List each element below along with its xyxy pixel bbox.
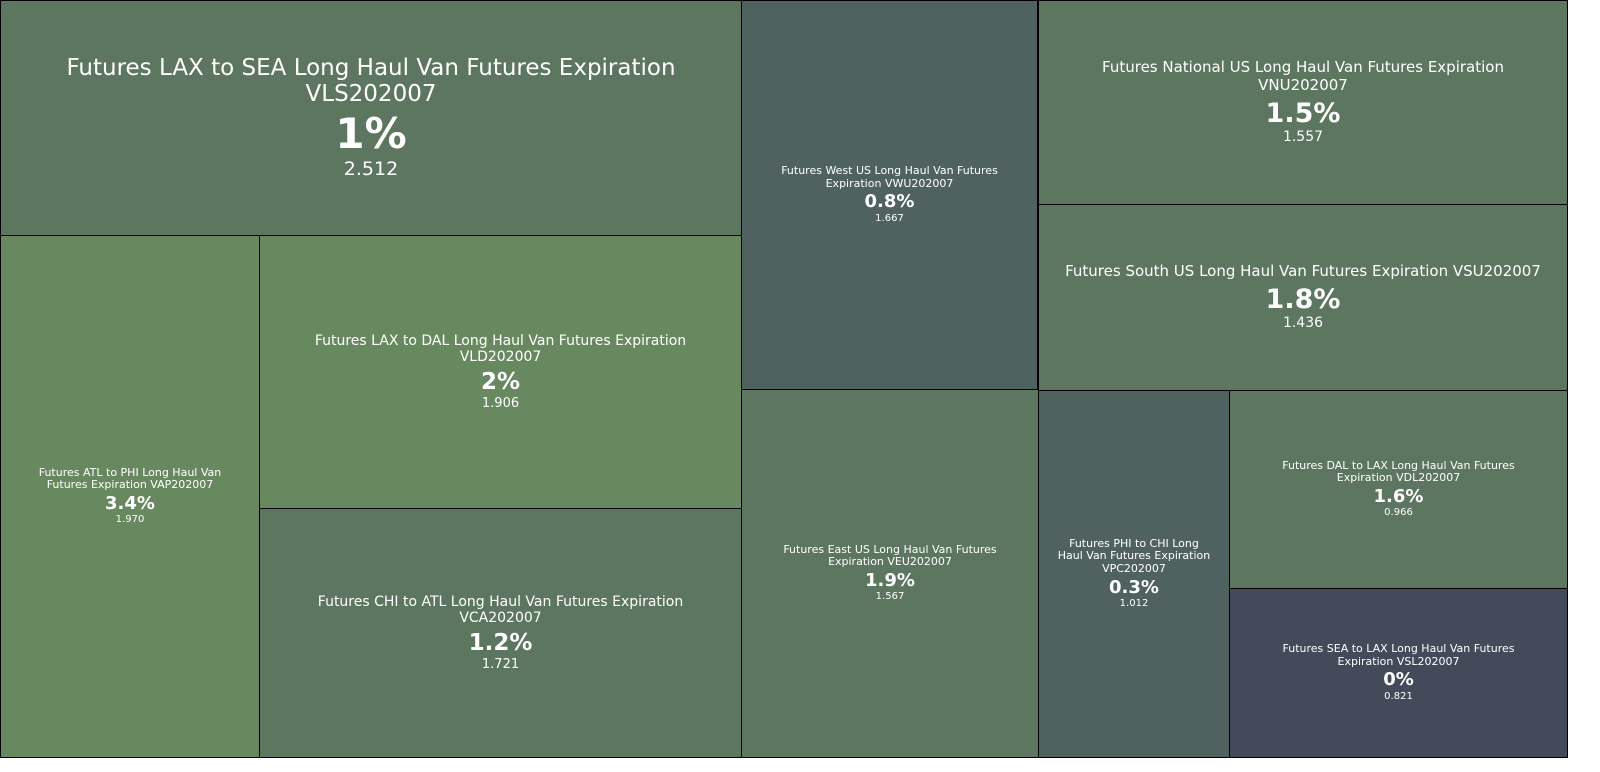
tile-percent-change: 0% [1383, 669, 1414, 691]
tile-value: 0.966 [1384, 507, 1413, 519]
treemap-tile-veu202007[interactable]: Futures East US Long Haul Van Futures Ex… [741, 389, 1039, 758]
tile-percent-change: 1.2% [468, 630, 533, 657]
tile-value: 2.512 [343, 158, 399, 181]
tile-percent-change: 1.6% [1373, 485, 1424, 507]
treemap-tile-vld202007[interactable]: Futures LAX to DAL Long Haul Van Futures… [259, 235, 742, 509]
tile-percent-change: 1.9% [865, 569, 915, 591]
tile-label: Futures ATL to PHI Long Haul Van Futures… [38, 465, 222, 492]
treemap-tile-vdl202007[interactable]: Futures DAL to LAX Long Haul Van Futures… [1229, 390, 1568, 589]
tile-value: 1.970 [115, 514, 145, 526]
tile-value: 1.906 [481, 395, 520, 411]
tile-percent-change: 1% [335, 108, 407, 158]
tile-label: Futures DAL to LAX Long Haul Van Futures… [1282, 458, 1515, 485]
treemap-chart: Futures LAX to SEA Long Haul Van Futures… [0, 0, 1568, 758]
tile-percent-change: 1.8% [1265, 284, 1341, 316]
tile-label: Futures PHI to CHI Long Haul Van Futures… [1057, 536, 1211, 575]
tile-percent-change: 1.5% [1265, 97, 1341, 129]
tile-label: Futures West US Long Haul Van Futures Ex… [781, 164, 998, 190]
tile-value: 1.721 [481, 656, 520, 672]
tile-value: 1.667 [875, 212, 904, 224]
tile-value: 1.567 [875, 591, 905, 603]
tile-percent-change: 2% [480, 369, 521, 396]
tile-value: 1.436 [1282, 315, 1324, 332]
treemap-tile-vpc202007[interactable]: Futures PHI to CHI Long Haul Van Futures… [1038, 390, 1230, 758]
tile-label: Futures South US Long Haul Van Futures E… [1065, 261, 1541, 280]
tile-label: Futures LAX to DAL Long Haul Van Futures… [314, 332, 687, 365]
tile-percent-change: 0.8% [864, 191, 915, 213]
tile-percent-change: 0.3% [1109, 576, 1159, 598]
tile-value: 0.821 [1384, 690, 1413, 702]
tile-percent-change: 3.4% [105, 492, 155, 514]
treemap-tile-vwu202007[interactable]: Futures West US Long Haul Van Futures Ex… [741, 0, 1038, 390]
treemap-tile-vsu202007[interactable]: Futures South US Long Haul Van Futures E… [1038, 204, 1568, 391]
tile-label: Futures LAX to SEA Long Haul Van Futures… [66, 55, 676, 108]
treemap-tile-vca202007[interactable]: Futures CHI to ATL Long Haul Van Futures… [259, 508, 742, 758]
tile-value: 1.012 [1119, 598, 1149, 610]
tile-label: Futures CHI to ATL Long Haul Van Futures… [317, 593, 684, 626]
tile-label: Futures East US Long Haul Van Futures Ex… [783, 542, 997, 569]
treemap-tile-vls202007[interactable]: Futures LAX to SEA Long Haul Van Futures… [0, 0, 742, 236]
treemap-tile-vnu202007[interactable]: Futures National US Long Haul Van Future… [1038, 0, 1568, 205]
tile-label: Futures SEA to LAX Long Haul Van Futures… [1282, 642, 1515, 668]
tile-value: 1.557 [1282, 128, 1324, 145]
tile-label: Futures National US Long Haul Van Future… [1102, 58, 1504, 94]
treemap-tile-vap202007[interactable]: Futures ATL to PHI Long Haul Van Futures… [0, 235, 260, 758]
treemap-tile-vsl202007[interactable]: Futures SEA to LAX Long Haul Van Futures… [1229, 588, 1568, 758]
